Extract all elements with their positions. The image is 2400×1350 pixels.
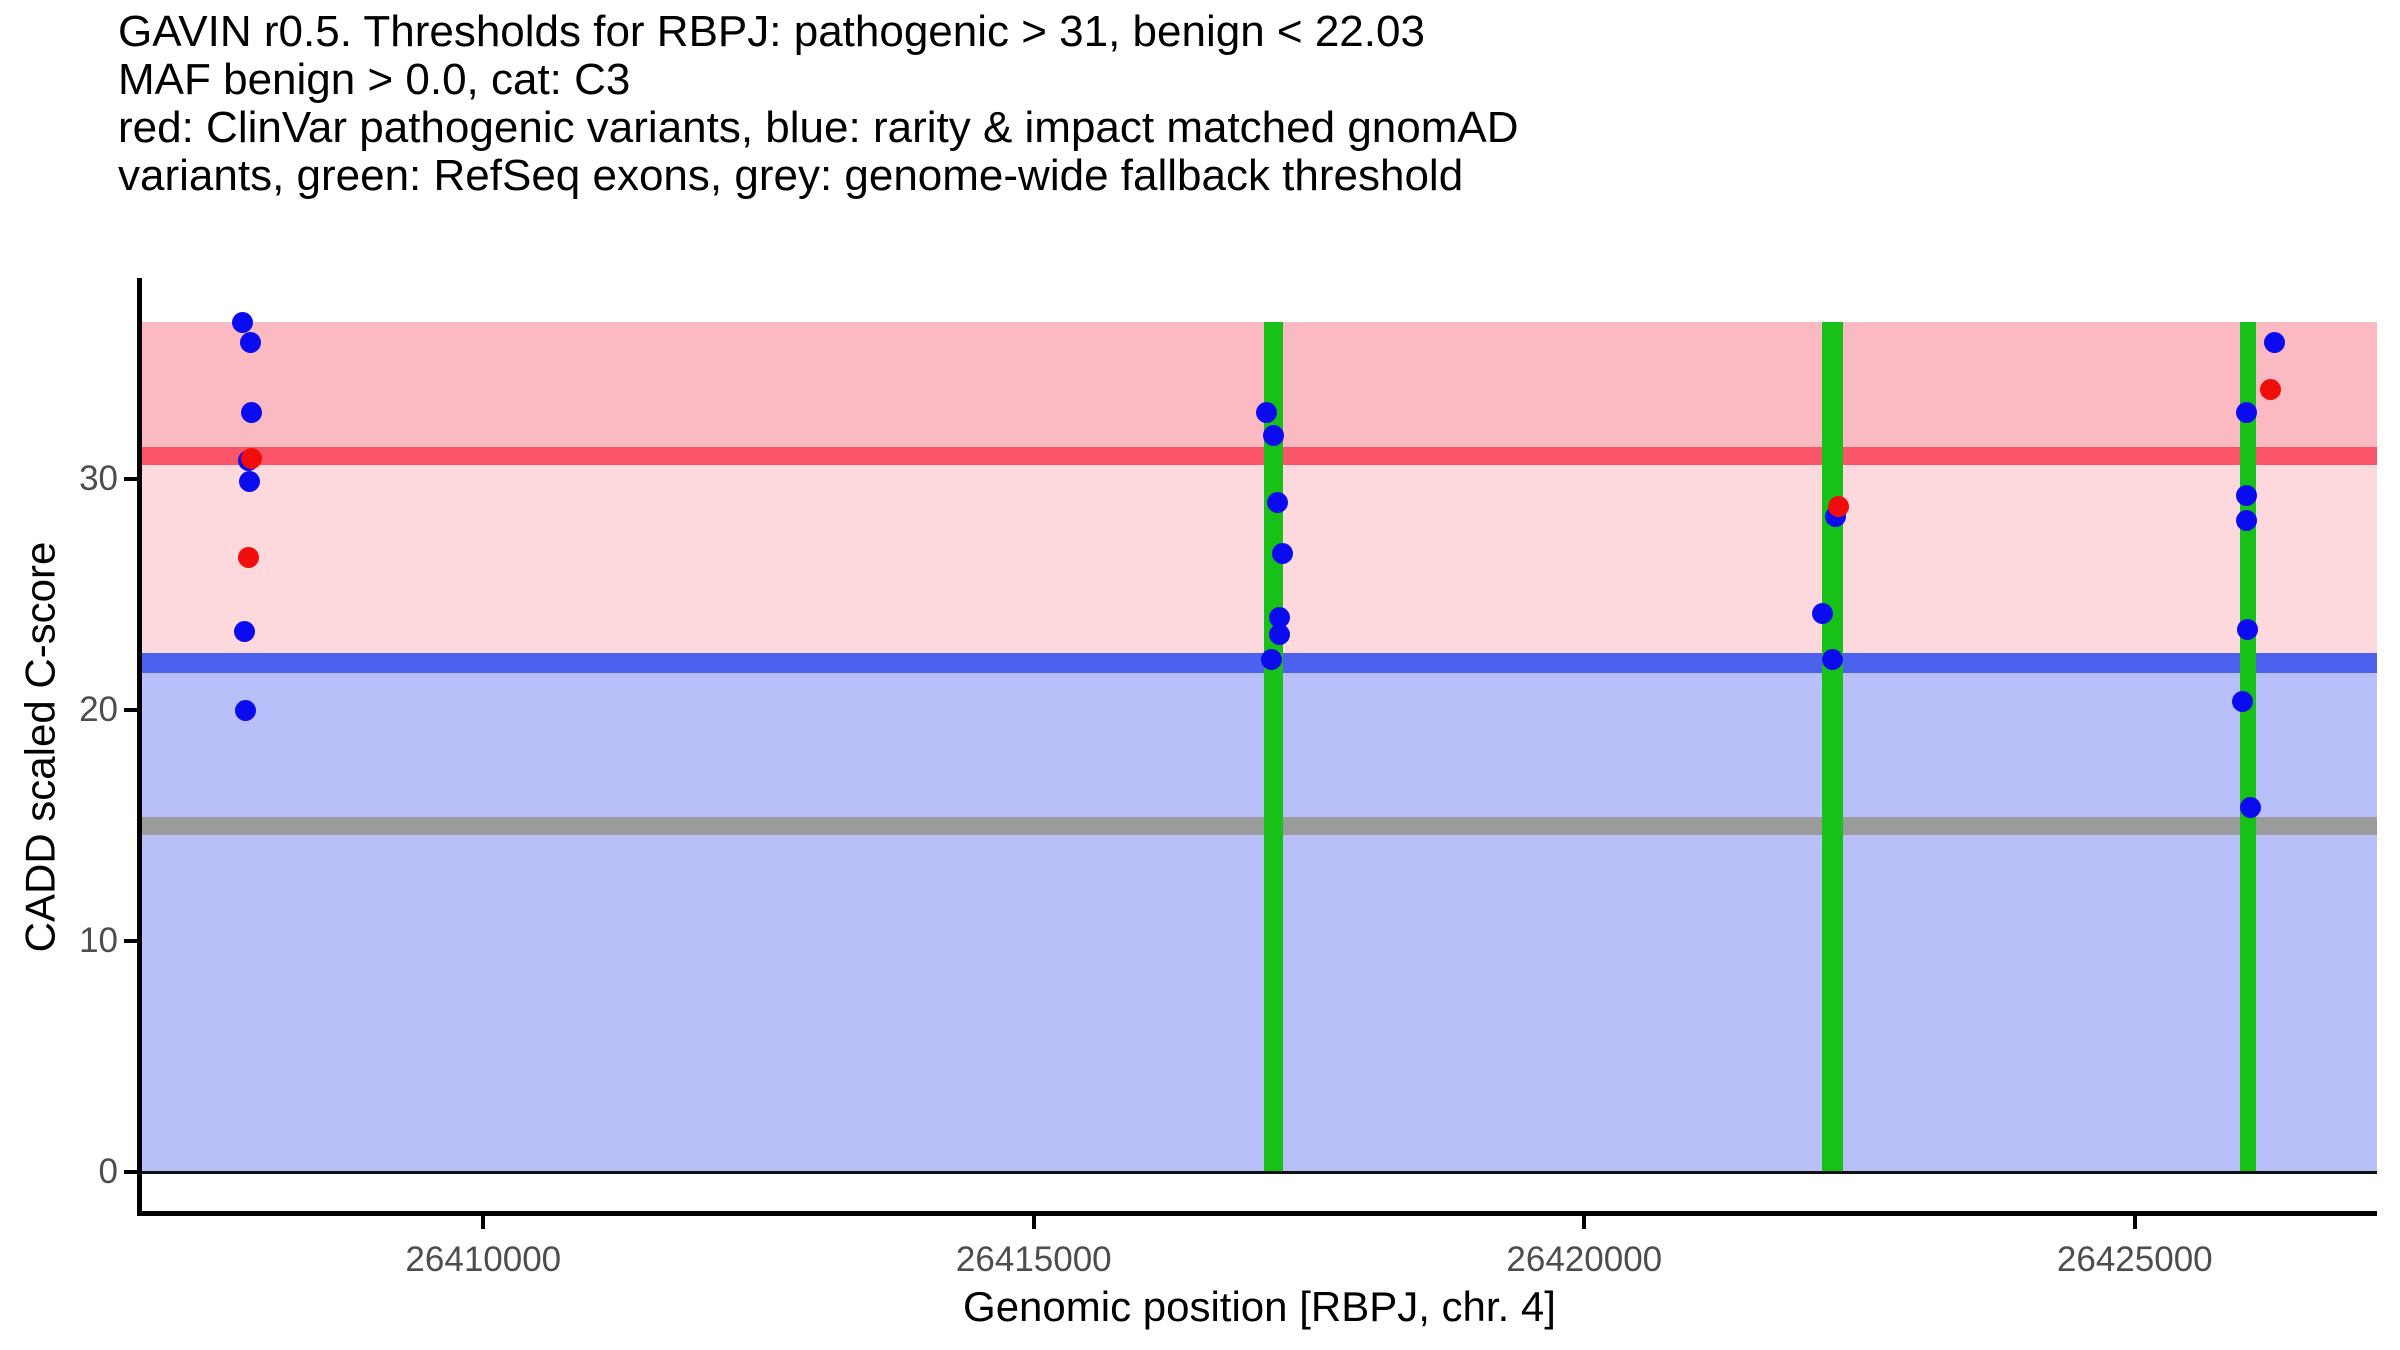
x-tick-label: 26425000	[2056, 1240, 2213, 1279]
gnomad-variant-dot	[231, 311, 253, 333]
benign-zone-region	[142, 663, 2377, 1173]
clinvar-variant-dot	[240, 447, 262, 469]
refseq-exon-bar-1	[1264, 322, 1283, 1173]
x-tick-mark	[2132, 1216, 2137, 1229]
x-tick-mark	[1582, 1216, 1587, 1229]
x-tick-mark	[1031, 1216, 1036, 1229]
plot-title-line-3: red: ClinVar pathogenic variants, blue: …	[118, 103, 1519, 152]
gnomad-variant-dot	[2239, 796, 2261, 818]
x-tick-label: 26415000	[955, 1240, 1112, 1279]
x-tick-label: 26410000	[405, 1240, 562, 1279]
gnomad-variant-dot	[1262, 424, 1284, 446]
y-axis-title-box: CADD scaled C-score	[2, 280, 78, 1214]
gnomad-variant-dot	[1255, 401, 1277, 423]
gnomad-variant-dot	[1266, 491, 1288, 513]
gnomad-variant-dot	[1821, 648, 1843, 670]
y-tick-mark	[124, 1170, 138, 1175]
plot-title-line-4: variants, green: RefSeq exons, grey: gen…	[118, 151, 1464, 200]
refseq-exon-bar-2	[1822, 322, 1843, 1173]
y-tick-mark	[124, 708, 138, 713]
plot-panel	[142, 280, 2377, 1214]
pathogenic-zone-region	[142, 322, 2377, 457]
gnomad-variant-dot	[240, 401, 262, 423]
y-axis-title: CADD scaled C-score	[16, 541, 63, 953]
y-tick-label: 10	[79, 921, 118, 961]
zero-baseline	[142, 1171, 2377, 1175]
plot-title-line-1: GAVIN r0.5. Thresholds for RBPJ: pathoge…	[118, 7, 1425, 56]
gnomad-variant-dot	[234, 699, 256, 721]
x-axis-line	[137, 1211, 2377, 1216]
y-tick-label: 0	[98, 1152, 118, 1192]
gnomad-variant-dot	[2235, 510, 2257, 532]
benign-threshold-line	[142, 653, 2377, 674]
y-axis-line	[137, 278, 142, 1216]
gnomad-variant-dot	[238, 470, 260, 492]
clinvar-variant-dot	[237, 547, 259, 569]
y-tick-label: 30	[79, 459, 118, 499]
gnomad-variant-dot	[2235, 484, 2257, 506]
clinvar-variant-dot	[2259, 378, 2281, 400]
intermediate-zone-region	[142, 456, 2377, 664]
gnomad-variant-dot	[2236, 618, 2258, 640]
y-tick-mark	[124, 477, 138, 482]
pathogenic-threshold-line	[142, 447, 2377, 466]
y-tick-mark	[124, 939, 138, 944]
x-axis-title: Genomic position [RBPJ, chr. 4]	[963, 1283, 1556, 1330]
gnomad-variant-dot	[1260, 648, 1282, 670]
x-tick-label: 26420000	[1506, 1240, 1663, 1279]
gnomad-variant-dot	[1268, 607, 1290, 629]
gnomad-variant-dot	[233, 621, 255, 643]
gnomad-variant-dot	[2235, 401, 2257, 423]
gnomad-variant-dot	[1811, 602, 1833, 624]
refseq-exon-bar-3	[2239, 322, 2256, 1173]
gnomad-variant-dot	[1268, 623, 1290, 645]
gnomad-variant-dot	[1271, 542, 1293, 564]
plot-title-line-2: MAF benign > 0.0, cat: C3	[118, 55, 631, 104]
y-tick-label: 20	[79, 690, 118, 730]
gnomad-variant-dot	[2263, 332, 2285, 354]
clinvar-variant-dot	[1827, 496, 1849, 518]
gnomad-variant-dot	[2231, 690, 2253, 712]
gnomad-variant-dot	[239, 332, 261, 354]
genome-wide-fallback-threshold-line	[142, 816, 2377, 835]
x-tick-mark	[481, 1216, 486, 1229]
